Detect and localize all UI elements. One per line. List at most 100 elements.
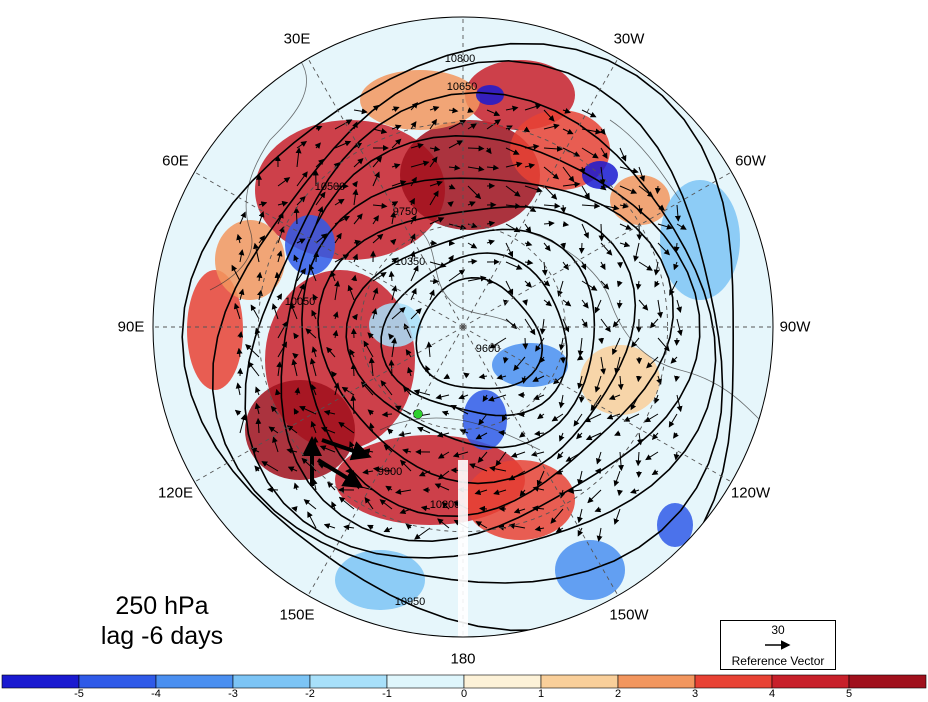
wind-vector [258,201,268,208]
wind-vector [543,280,551,287]
wind-vector [600,280,610,290]
wind-vector [435,393,450,400]
wind-vector [277,341,287,358]
wind-vector [420,505,431,512]
wind-vector [399,459,412,472]
wind-vector [315,158,325,168]
wind-vector [372,215,379,225]
wind-vector [530,450,545,457]
wind-vector [524,185,543,193]
wind-vector [256,271,263,282]
wind-vector [268,426,279,434]
wind-vector [351,180,358,188]
wind-vector [651,432,659,441]
wind-vector [560,204,567,214]
wind-vector [485,147,492,155]
wind-vector [434,483,450,491]
wind-vector [505,185,521,197]
wind-vector [618,451,625,472]
wind-vector [576,354,584,361]
wind-vector [410,143,424,149]
colorbar-tick-label: 4 [768,688,776,700]
wind-vector [577,527,584,537]
wind-vector [614,430,621,436]
wind-vector [467,165,485,172]
wind-vector [429,190,439,206]
wind-vector [291,506,298,512]
wind-vector [275,388,281,396]
wind-vector [311,309,317,320]
wind-vector [416,426,431,434]
wind-vector [636,432,643,446]
wind-vector [505,202,522,209]
wind-vector [524,259,534,266]
wind-vector [669,280,678,296]
longitude-label: 180 [450,650,476,668]
wind-vector [539,318,546,335]
wind-vector [581,299,589,309]
wind-vector [272,436,279,453]
wind-vector [581,318,588,329]
wind-vector [524,163,536,169]
wind-vector [409,197,415,206]
wind-vector [271,303,279,320]
wind-vector [668,413,678,428]
wind-vector [619,147,627,162]
contour-label: 10950 [395,596,426,608]
wind-vector [296,267,306,282]
wind-vector [562,299,572,307]
colorbar-tick-label: -3 [228,688,238,700]
longitude-label: 120W [730,484,771,502]
wind-vector [674,204,681,222]
colorbar-swatch [232,674,311,689]
wind-vector [581,147,599,159]
wind-vector [594,299,602,314]
wind-vector [352,253,358,263]
wind-vector [429,105,440,112]
wind-vector [673,451,680,461]
wind-vector [372,287,379,301]
wind-vector [372,104,380,111]
wind-vector [463,372,470,379]
wind-vector [562,181,581,188]
wind-vector [295,147,302,168]
wind-vector [410,307,422,320]
colorbar-swatch [463,674,542,689]
wind-vector [409,250,416,263]
wind-vector [391,257,398,264]
wind-vector [438,470,450,480]
wind-vector [477,451,488,463]
wind-vector [676,394,683,413]
wind-vector [619,166,639,174]
wind-vector [581,202,601,209]
wind-vector [543,109,555,122]
wind-vector [293,332,300,340]
longitude-label: 60E [162,152,189,170]
wind-vector [562,128,574,135]
wind-vector [581,109,597,118]
wind-vector [524,204,537,213]
wind-vector [573,413,583,427]
wind-vector [372,128,388,135]
wind-vector [577,337,584,357]
wind-vector [291,358,298,377]
wind-vector [239,211,246,225]
wind-vector [638,185,654,198]
wind-vector [505,161,523,168]
colorbar-tick-label: 2 [614,688,622,700]
wind-vector [646,356,659,369]
wind-vector [371,308,378,320]
wind-vector [479,505,488,512]
wind-vector [594,506,602,513]
wind-vector [670,356,678,364]
wind-vector [294,387,301,396]
wind-vector [532,505,545,512]
wind-vector [616,299,623,309]
wind-vector [467,201,476,207]
wind-vector [645,451,659,461]
wind-vector [332,311,339,320]
wind-vector [287,466,298,473]
wind-vector [277,212,284,225]
wind-vector [590,394,602,412]
wind-vector [350,394,357,415]
